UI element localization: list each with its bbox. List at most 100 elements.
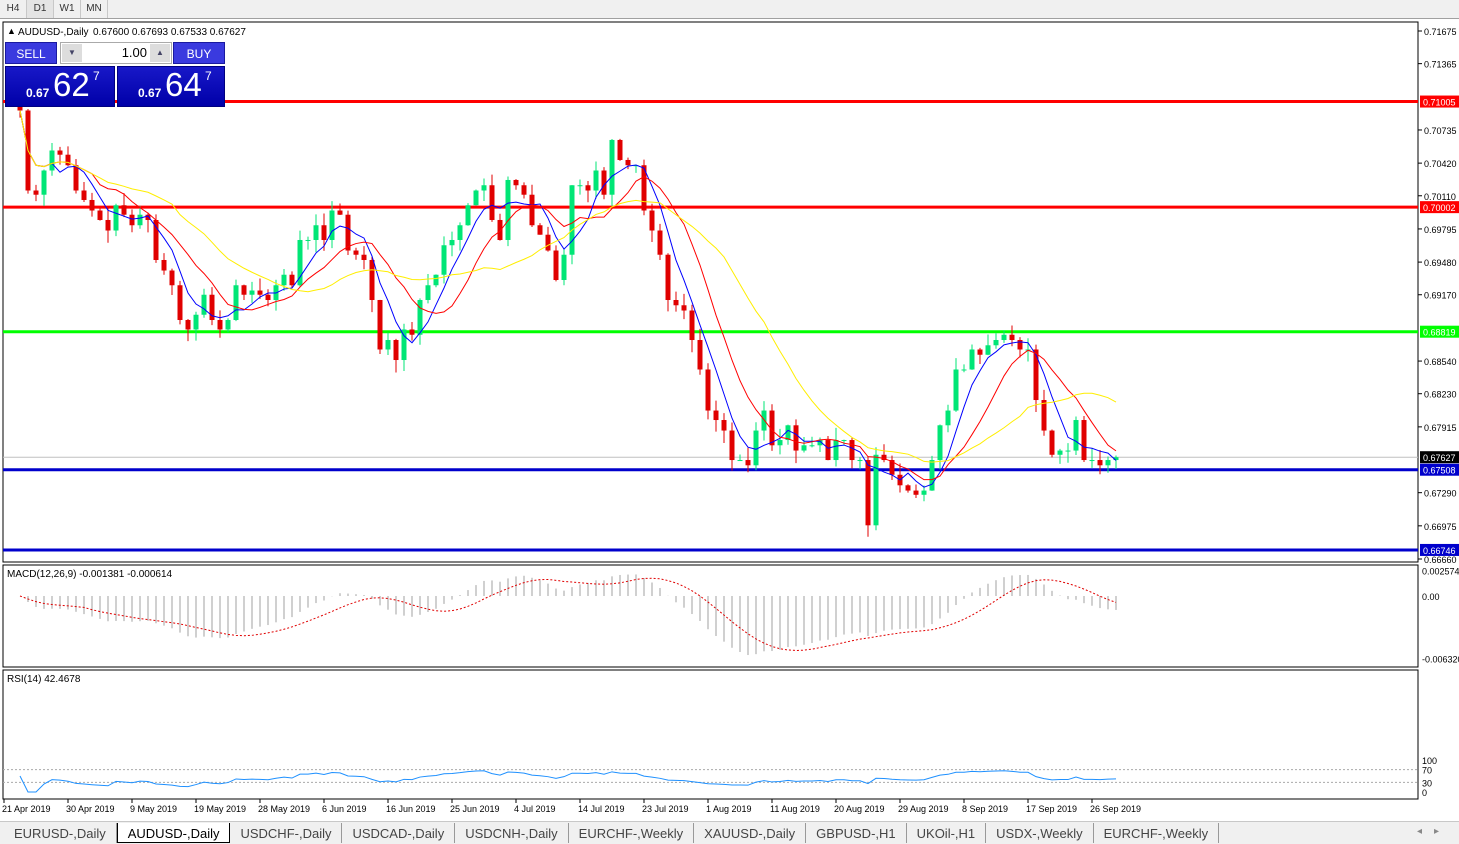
sell-button[interactable]: SELL: [5, 42, 57, 64]
price-tick-label: 0.69795: [1424, 225, 1457, 235]
bull-candle: [137, 214, 143, 226]
main-panel: [2, 21, 1419, 563]
price-tick-label: 0.68230: [1424, 390, 1457, 400]
price-tick-label: 0.70110: [1424, 192, 1456, 202]
macd-tick-label: 0.00: [1422, 592, 1440, 602]
tab-usdchf-daily[interactable]: USDCHF-,Daily: [230, 823, 343, 843]
tab-gbpusd-h1[interactable]: GBPUSD-,H1: [806, 823, 907, 843]
lot-size-input[interactable]: 1.00: [121, 45, 147, 60]
bull-candle: [49, 150, 55, 171]
chart-symbol: AUDUSD-,Daily: [18, 27, 89, 38]
tab-eurusd-daily[interactable]: EURUSD-,Daily: [4, 823, 117, 843]
bear-candle: [529, 194, 535, 226]
tab-ukoil-h1[interactable]: UKOil-,H1: [907, 823, 987, 843]
bull-candle: [281, 274, 287, 286]
bear-candle: [689, 310, 695, 341]
tab-eurchf-weekly-2[interactable]: EURCHF-,Weekly: [1094, 823, 1220, 843]
tab-usdx-weekly[interactable]: USDX-,Weekly: [986, 823, 1094, 843]
bear-candle: [1033, 349, 1039, 401]
bull-candle: [777, 440, 783, 446]
level-price-label: 0.66746: [1423, 546, 1456, 556]
lot-size-stepper[interactable]: ▼ 1.00 ▲: [60, 42, 172, 64]
bear-candle: [825, 440, 831, 461]
bear-candle: [217, 320, 223, 330]
tf-mn[interactable]: MN: [81, 0, 108, 18]
bull-candle: [433, 274, 439, 286]
bear-candle: [1049, 430, 1055, 455]
bull-candle: [1073, 420, 1079, 451]
bull-candle: [737, 460, 743, 462]
bear-candle: [665, 254, 671, 301]
bull-candle: [441, 245, 447, 275]
bear-candle: [537, 225, 543, 235]
bull-candle: [449, 239, 455, 246]
bull-candle: [561, 254, 567, 280]
level-price-label: 0.67508: [1423, 466, 1456, 476]
bull-candle: [993, 340, 999, 346]
bull-candle: [609, 139, 615, 195]
bear-candle: [353, 250, 359, 255]
rsi-tick-label: 100: [1422, 756, 1437, 766]
rsi-label: RSI(14) 42.4678: [7, 674, 81, 685]
bear-candle: [1041, 400, 1047, 431]
bear-candle: [105, 219, 111, 231]
bear-candle: [369, 259, 375, 301]
bear-candle: [657, 230, 663, 255]
date-label: 4 Jul 2019: [514, 804, 556, 814]
tab-scroll-arrows-icon[interactable]: ◂▸: [1416, 826, 1451, 837]
tf-h4[interactable]: H4: [0, 0, 27, 18]
date-label: 9 May 2019: [130, 804, 177, 814]
bear-candle: [793, 425, 799, 451]
date-label: 21 Apr 2019: [2, 804, 51, 814]
tab-usdcad-daily[interactable]: USDCAD-,Daily: [342, 823, 456, 843]
bull-candle: [457, 225, 463, 240]
bear-candle: [649, 210, 655, 231]
bull-candle: [473, 190, 479, 206]
buy-price-prefix: 0.67: [138, 86, 162, 100]
bear-candle: [129, 214, 135, 226]
price-tick-label: 0.66660: [1424, 555, 1457, 565]
bear-candle: [121, 205, 127, 215]
date-label: 1 Aug 2019: [706, 804, 752, 814]
bull-candle: [817, 440, 823, 446]
buy-button[interactable]: BUY: [173, 42, 225, 64]
bull-candle: [385, 340, 391, 350]
macd-tick-label: 0.002574: [1422, 567, 1459, 577]
bear-candle: [97, 210, 103, 220]
ma-slow-line: [19, 110, 1117, 463]
date-label: 16 Jun 2019: [386, 804, 436, 814]
tab-eurchf-weekly[interactable]: EURCHF-,Weekly: [569, 823, 695, 843]
rsi-tick-label: 0: [1422, 788, 1427, 798]
bull-candle: [801, 445, 807, 451]
lot-decrease-icon[interactable]: ▼: [62, 44, 82, 62]
bear-candle: [57, 150, 63, 155]
bear-candle: [65, 154, 71, 166]
bull-candle: [313, 225, 319, 240]
level-price-tag: [1420, 463, 1459, 476]
tf-w1[interactable]: W1: [54, 0, 81, 18]
bull-candle: [873, 454, 879, 526]
bull-candle: [41, 170, 47, 195]
date-label: 25 Jun 2019: [450, 804, 500, 814]
bear-candle: [729, 430, 735, 461]
sell-price-point: 7: [93, 69, 100, 83]
bear-candle: [73, 165, 79, 191]
collapse-arrow-icon[interactable]: ▲: [7, 26, 16, 36]
bull-candle: [225, 320, 231, 330]
price-chart[interactable]: ▲ AUDUSD-,Daily 0.67600 0.67693 0.67533 …: [0, 20, 1459, 820]
lot-increase-icon[interactable]: ▲: [150, 44, 170, 62]
bull-candle: [233, 285, 239, 321]
tf-d1[interactable]: D1: [27, 0, 54, 18]
bear-candle: [489, 185, 495, 220]
bear-candle: [153, 219, 159, 260]
bear-candle: [697, 340, 703, 370]
sell-price[interactable]: 0.67 62 7: [5, 66, 115, 107]
bear-candle: [161, 259, 167, 271]
tab-audusd-daily[interactable]: AUDUSD-,Daily: [116, 823, 231, 843]
rsi-panel: [2, 669, 1419, 800]
tab-xauusd-daily[interactable]: XAUUSD-,Daily: [694, 823, 807, 843]
price-tick-label: 0.70420: [1424, 159, 1457, 169]
bull-candle: [833, 440, 839, 461]
buy-price[interactable]: 0.67 64 7: [117, 66, 225, 107]
tab-usdcnh-daily[interactable]: USDCNH-,Daily: [455, 823, 569, 843]
